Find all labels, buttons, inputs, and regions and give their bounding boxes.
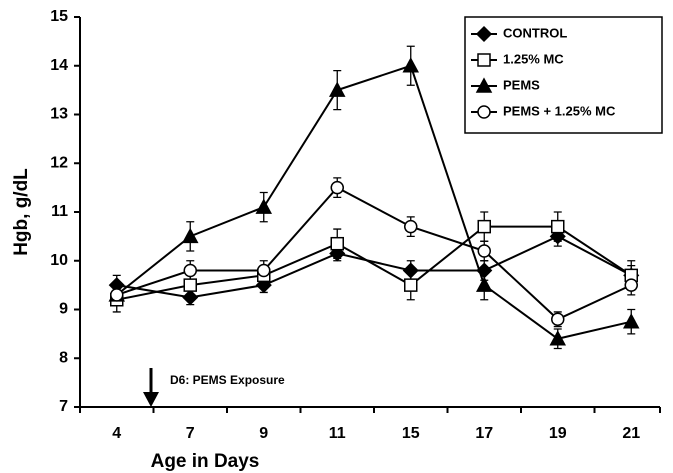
y-tick-label: 9 [59,301,68,318]
x-axis-title: Age in Days [151,451,260,472]
marker [110,288,124,302]
marker [551,312,565,326]
x-tick-label: 4 [112,425,121,442]
y-tick-label: 8 [59,349,68,366]
marker [402,262,419,279]
legend-label: CONTROL [503,25,567,40]
marker [475,25,493,43]
marker [183,263,197,278]
marker [182,289,199,306]
x-tick-label: 21 [622,425,640,442]
x-tick-label: 9 [259,425,268,442]
legend-label: PEMS [503,77,540,92]
x-tick-label: 19 [549,425,567,442]
x-tick-label: 17 [475,425,493,442]
marker [402,57,420,73]
marker [475,77,493,93]
marker [404,278,418,292]
marker [404,219,418,234]
marker [549,330,567,346]
y-tick-label: 15 [50,8,68,25]
marker [328,81,346,97]
y-tick-label: 11 [51,203,68,220]
legend-box [464,16,663,134]
annotation: D6: PEMS Exposure [170,373,285,387]
y-tick-label: 12 [50,154,68,171]
series-line [116,186,632,321]
marker [624,278,638,292]
marker [622,313,640,329]
y-tick-label: 14 [50,57,68,74]
y-tick-label: 10 [50,252,68,269]
legend-label: PEMS + 1.25% MC [503,103,616,118]
series-line [116,225,632,301]
marker [477,105,491,119]
marker [330,180,344,195]
marker [476,262,493,279]
x-tick-label: 15 [402,425,420,442]
marker [477,53,491,67]
marker [475,276,493,292]
marker [257,263,271,278]
marker [477,244,491,258]
x-tick-label: 7 [186,425,195,442]
legend-label: 1.25% MC [503,51,564,66]
marker [255,198,273,214]
marker [181,227,199,244]
series-line [116,235,632,299]
x-tick-label: 11 [329,425,346,442]
marker [330,236,344,251]
series-line [116,64,632,340]
marker [551,219,565,234]
y-tick-label: 13 [50,106,68,123]
exposure-arrow-head [143,392,159,407]
y-tick-label: 7 [59,398,68,415]
marker [183,278,197,292]
marker [477,219,491,234]
y-axis-title: Hgb, g/dL [11,168,32,256]
